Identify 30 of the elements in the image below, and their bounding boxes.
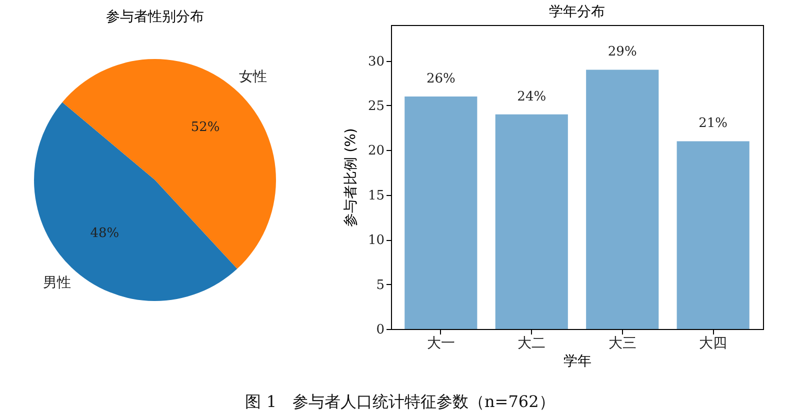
data-label: 21%: [698, 116, 728, 132]
x-tick-label: 大三: [608, 336, 636, 352]
bar: [676, 141, 750, 329]
x-tick-label: 大四: [699, 336, 728, 352]
y-tick-label: 25: [368, 98, 384, 114]
y-tick-label: 5: [376, 278, 384, 293]
bar: [586, 70, 659, 329]
pie-slice: [34, 102, 238, 301]
slice-label: 男性: [43, 274, 72, 291]
y-tick-label: 20: [368, 144, 384, 159]
y-tick-label: 10: [368, 233, 384, 248]
bar: [404, 96, 478, 329]
x-tick-label: 大一: [426, 336, 455, 352]
caption: 图 1 参与者人口统计特征参数（n=762）: [244, 392, 556, 413]
slice-label: 女性: [238, 69, 267, 86]
pie-slice: [62, 58, 276, 269]
chart-title: 参与者性别分布: [106, 9, 204, 25]
y-tick-label: 0: [376, 322, 384, 338]
y-axis-title: 参与者比例 (%): [342, 128, 359, 227]
bar: [495, 114, 568, 329]
data-label: 52%: [190, 120, 220, 136]
data-label: 29%: [608, 44, 637, 60]
x-tick-label: 大二: [518, 336, 546, 352]
data-label: 24%: [517, 89, 546, 104]
chart-title: 学年分布: [549, 4, 605, 20]
y-tick-label: 15: [368, 188, 384, 204]
y-tick-label: 30: [368, 54, 384, 70]
x-axis-title: 学年: [564, 354, 592, 370]
data-label: 48%: [90, 226, 120, 241]
data-label: 26%: [426, 72, 456, 87]
